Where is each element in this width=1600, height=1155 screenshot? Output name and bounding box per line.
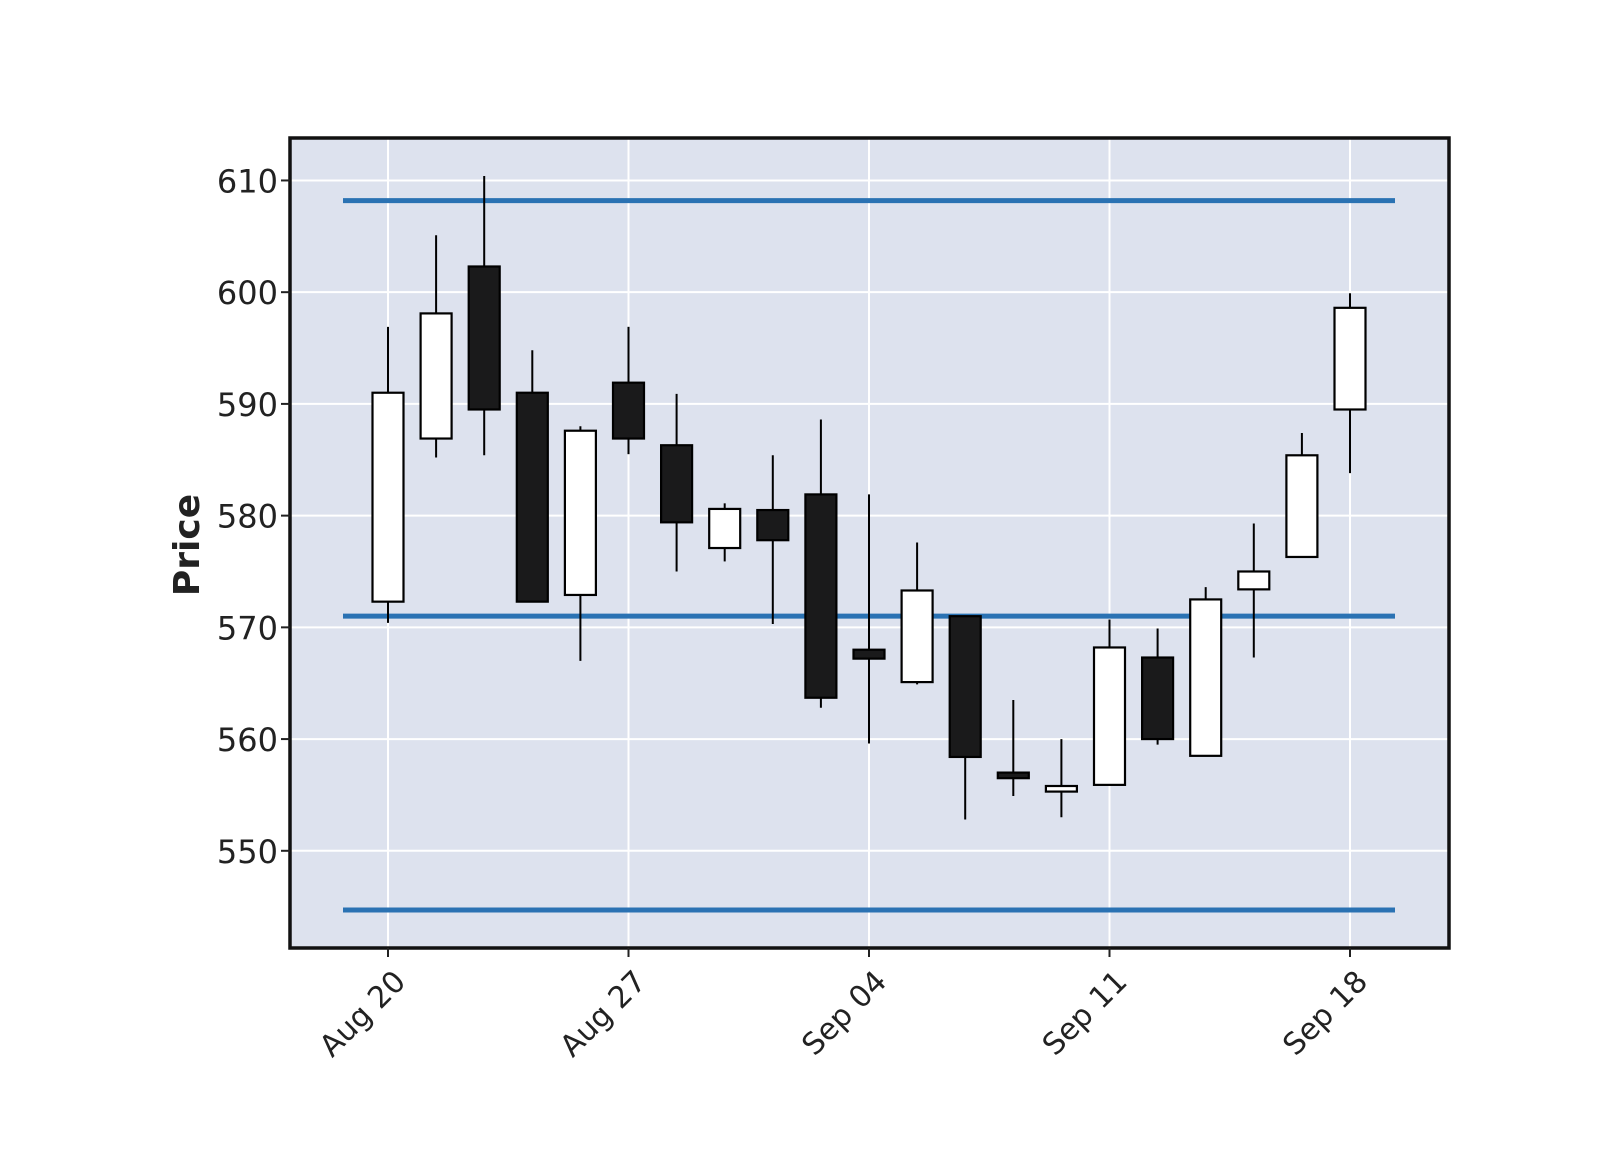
candle-body-up bbox=[563, 429, 598, 597]
candle-body-down bbox=[804, 493, 838, 699]
candle-body-down bbox=[515, 391, 549, 603]
y-tick-label: 560 bbox=[217, 721, 278, 759]
candle-body-up bbox=[900, 589, 934, 684]
candle bbox=[371, 326, 405, 623]
candle-body-up bbox=[1044, 784, 1079, 793]
y-axis-label: Price bbox=[167, 494, 208, 596]
candle bbox=[804, 419, 838, 708]
candle bbox=[515, 350, 549, 603]
y-tick-label: 590 bbox=[217, 386, 278, 424]
candle-body-down bbox=[467, 265, 501, 411]
candle bbox=[1333, 293, 1367, 474]
candle-body-up bbox=[1092, 646, 1127, 786]
y-tick-label: 610 bbox=[217, 162, 278, 200]
x-tick-label: Aug 27 bbox=[554, 964, 654, 1064]
candle-body-up bbox=[1189, 598, 1223, 757]
candle-body-down bbox=[1140, 656, 1175, 741]
candle bbox=[996, 699, 1030, 797]
candle bbox=[659, 393, 694, 572]
candle bbox=[900, 542, 934, 685]
candle-body-up bbox=[1285, 454, 1319, 559]
candle-body-up bbox=[708, 507, 742, 550]
candle-body-down bbox=[996, 771, 1030, 780]
candle-body-up bbox=[419, 312, 453, 440]
x-tick-label: Sep 04 bbox=[795, 964, 893, 1062]
candle-body-up bbox=[1237, 570, 1271, 591]
y-tick-label: 600 bbox=[217, 274, 278, 312]
candle-body-down bbox=[948, 615, 982, 759]
y-tick-label: 550 bbox=[217, 833, 278, 871]
candle bbox=[467, 175, 501, 456]
candle bbox=[756, 455, 790, 624]
y-tick-label: 580 bbox=[217, 498, 278, 536]
candle bbox=[948, 615, 982, 820]
candle bbox=[611, 326, 646, 455]
candle-body-down bbox=[659, 444, 694, 524]
candle bbox=[1285, 432, 1319, 559]
y-axis-ticks: 550 560 570 580 590 600 610 bbox=[217, 162, 290, 871]
candle bbox=[1044, 739, 1079, 818]
candle-body-up bbox=[371, 391, 405, 603]
x-tick-label: Sep 18 bbox=[1276, 964, 1374, 1062]
candle bbox=[852, 494, 886, 744]
candle bbox=[563, 426, 598, 661]
candle bbox=[1189, 587, 1223, 757]
candle bbox=[419, 235, 453, 458]
candle bbox=[1140, 628, 1175, 745]
candle bbox=[708, 503, 742, 562]
candle-body-down bbox=[756, 508, 790, 542]
candle-body-down bbox=[852, 648, 886, 660]
x-axis-ticks: Aug 20 Aug 27 Sep 04 Sep 11 Sep 18 bbox=[313, 948, 1375, 1064]
y-tick-label: 570 bbox=[217, 609, 278, 647]
x-tick-label: Aug 20 bbox=[313, 964, 413, 1064]
x-tick-label: Sep 11 bbox=[1036, 964, 1134, 1062]
candle bbox=[1237, 523, 1271, 658]
candle-body-down bbox=[611, 381, 646, 440]
candles bbox=[371, 175, 1367, 820]
candle-body-up bbox=[1333, 306, 1367, 411]
candle bbox=[1092, 619, 1127, 786]
